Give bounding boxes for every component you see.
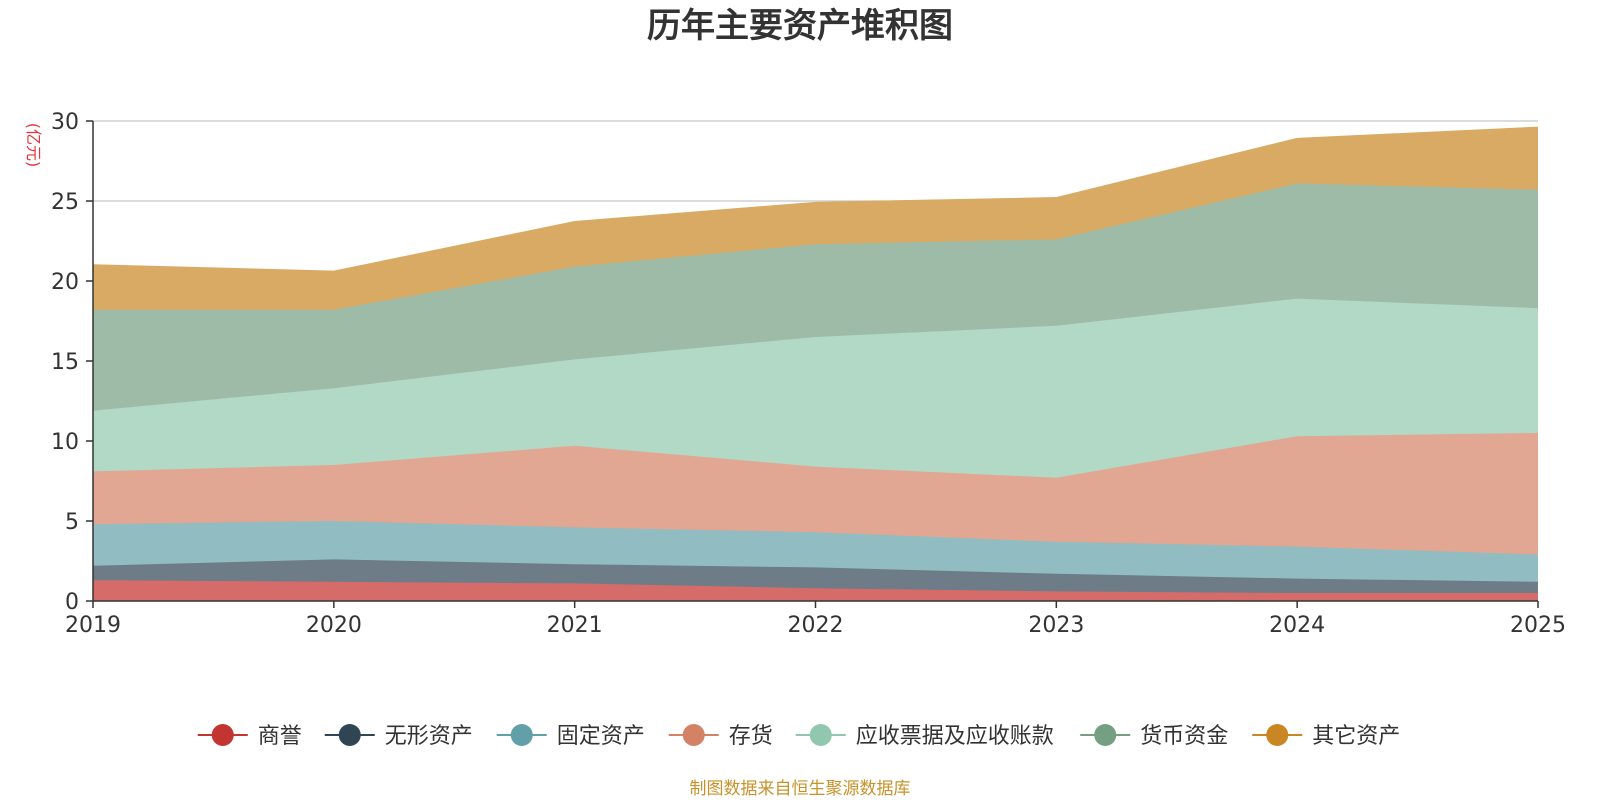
legend-item-4[interactable]: 应收票据及应收账款 <box>795 724 1054 749</box>
area-series-4[interactable] <box>93 298 1538 478</box>
x-tick-label: 2024 <box>1269 613 1325 638</box>
x-tick-label: 2023 <box>1028 613 1084 638</box>
legend-label: 无形资产 <box>385 724 473 749</box>
legend-item-1[interactable]: 无形资产 <box>324 724 473 749</box>
legend-item-5[interactable]: 货币资金 <box>1080 724 1228 749</box>
legend-label: 其它资产 <box>1312 724 1400 749</box>
legend-circle-symbol <box>682 724 705 746</box>
chart-title: 历年主要资产堆积图 <box>647 6 953 46</box>
legend-label: 货币资金 <box>1140 724 1228 749</box>
legend-item-0[interactable]: 商誉 <box>197 724 302 749</box>
x-tick-label: 2019 <box>65 613 121 638</box>
x-tick-label: 2021 <box>547 613 603 638</box>
area-series-6[interactable] <box>93 127 1538 310</box>
y-axis-ticks: 0 5 10 15 20 25 30 <box>51 110 93 615</box>
area-series-1[interactable] <box>93 559 1538 593</box>
y-tick-label: 25 <box>51 190 79 215</box>
area-series-5[interactable] <box>93 183 1538 411</box>
legend-circle-symbol <box>1094 724 1117 746</box>
legend[interactable]: 商誉 无形资产 固定资产 存货 应收票据及应收账款 货币资金 其它资产 <box>197 724 1401 749</box>
area-series-2[interactable] <box>93 521 1538 582</box>
x-tick-label: 2025 <box>1510 613 1566 638</box>
x-tick-label: 2020 <box>306 613 362 638</box>
legend-item-6[interactable]: 其它资产 <box>1252 724 1400 749</box>
legend-circle-symbol <box>510 724 533 746</box>
x-axis-ticks: 2019 2020 2021 2022 2023 2024 2025 <box>65 601 1566 638</box>
x-tick-label: 2022 <box>788 613 844 638</box>
y-tick-label: 20 <box>51 270 79 295</box>
y-tick-label: 10 <box>51 430 79 455</box>
legend-item-3[interactable]: 存货 <box>668 724 773 749</box>
legend-circle-symbol <box>1266 724 1289 746</box>
y-tick-label: 0 <box>65 590 79 615</box>
series-line-6 <box>92 126 1539 273</box>
legend-label: 存货 <box>729 724 773 749</box>
legend-label: 固定资产 <box>557 724 645 749</box>
data-source-note: 制图数据来自恒生聚源数据库 <box>690 779 911 799</box>
y-tick-label: 5 <box>65 510 79 535</box>
legend-item-2[interactable]: 固定资产 <box>496 724 645 749</box>
legend-circle-symbol <box>211 724 234 746</box>
area-series-3[interactable] <box>93 433 1538 555</box>
legend-circle-symbol <box>338 724 361 746</box>
y-axis-unit-label: (亿元) <box>24 123 43 168</box>
legend-label: 应收票据及应收账款 <box>856 724 1054 749</box>
legend-label: 商誉 <box>258 724 302 749</box>
y-tick-label: 15 <box>51 350 79 375</box>
legend-circle-symbol <box>809 724 832 746</box>
area-series-group <box>92 126 1539 601</box>
area-series-0[interactable] <box>93 580 1538 601</box>
y-tick-label: 30 <box>51 110 79 135</box>
